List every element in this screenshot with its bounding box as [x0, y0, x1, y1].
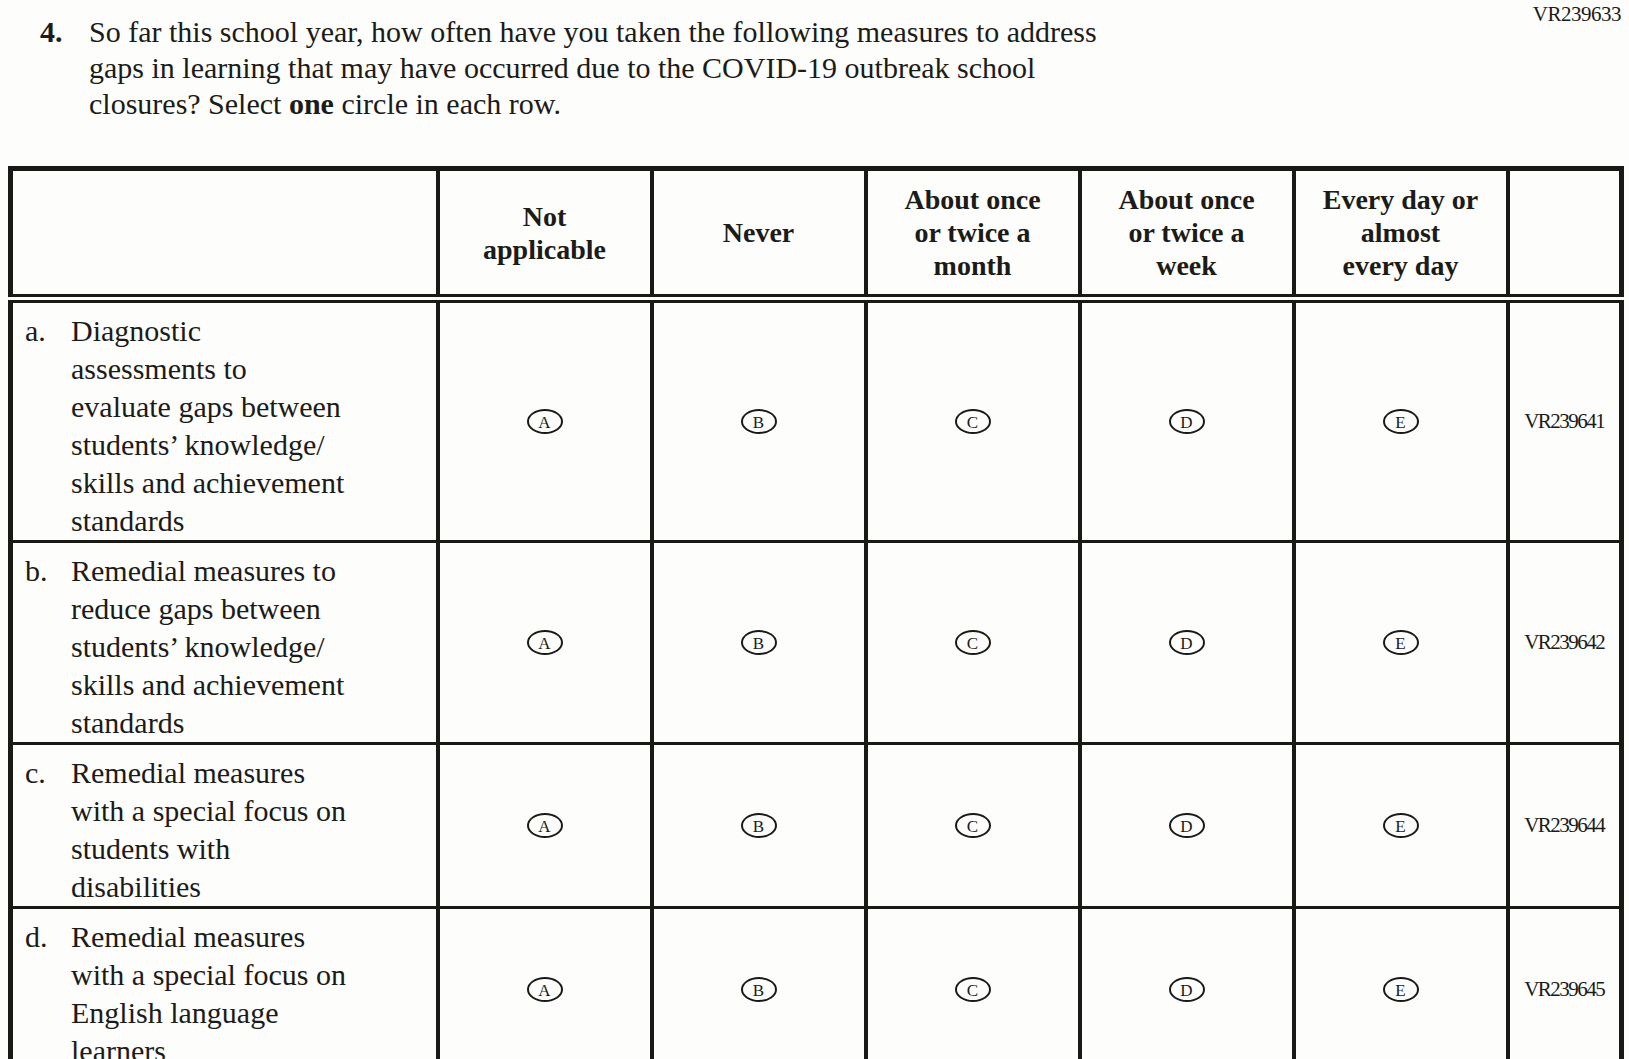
option-cell: C	[866, 299, 1080, 542]
table-row-a: a.Diagnostic assessments to evaluate gap…	[11, 299, 1622, 542]
bubble-letter: C	[967, 981, 978, 999]
bubble-letter: C	[967, 413, 978, 431]
bubble-letter: E	[1395, 981, 1405, 999]
bubble-letter: D	[1180, 981, 1192, 999]
survey-page: VR239633 4. So far this school year, how…	[0, 0, 1629, 1059]
row-text: Remedial measures to reduce gaps between…	[71, 552, 344, 742]
option-cell: B	[652, 299, 866, 542]
bubble-letter: E	[1395, 413, 1405, 431]
bubble-letter: D	[1180, 413, 1192, 431]
option-cell: D	[1080, 744, 1294, 908]
bubble-letter: A	[538, 413, 550, 431]
option-cell: E	[1294, 908, 1508, 1059]
bubble-letter: C	[967, 634, 978, 652]
bubble-letter: B	[753, 413, 764, 431]
bubble-letter: E	[1395, 634, 1405, 652]
bubble-letter: B	[753, 981, 764, 999]
row-letter: d.	[25, 918, 71, 956]
row-code: VR239644	[1508, 744, 1622, 908]
row-stem: a.Diagnostic assessments to evaluate gap…	[11, 299, 438, 542]
option-bubble-b[interactable]: B	[741, 630, 777, 655]
table-row-c: c.Remedial measures with a special focus…	[11, 744, 1622, 908]
option-cell: D	[1080, 299, 1294, 542]
option-cell: E	[1294, 744, 1508, 908]
option-bubble-d[interactable]: D	[1169, 977, 1205, 1002]
question-number: 4.	[40, 14, 89, 50]
option-cell: A	[438, 542, 652, 744]
option-cell: E	[1294, 299, 1508, 542]
question-block: 4. So far this school year, how often ha…	[40, 14, 1097, 122]
header-every-day: Every day or almost every day	[1294, 169, 1508, 299]
option-bubble-e[interactable]: E	[1383, 409, 1419, 434]
option-bubble-c[interactable]: C	[955, 813, 991, 838]
page-form-code: VR239633	[1533, 2, 1621, 27]
option-bubble-c[interactable]: C	[955, 409, 991, 434]
option-cell: D	[1080, 542, 1294, 744]
question-line-1: So far this school year, how often have …	[89, 15, 1097, 48]
option-cell: B	[652, 744, 866, 908]
header-code-cell	[1508, 169, 1622, 299]
bubble-letter: B	[753, 817, 764, 835]
row-code: VR239641	[1508, 299, 1622, 542]
option-bubble-a[interactable]: A	[527, 977, 563, 1002]
option-cell: D	[1080, 908, 1294, 1059]
option-cell: A	[438, 744, 652, 908]
question-line-3: closures? Select	[89, 87, 289, 120]
option-cell: A	[438, 299, 652, 542]
header-once-twice-month: About once or twice a month	[866, 169, 1080, 299]
row-text: Remedial measures with a special focus o…	[71, 918, 346, 1059]
option-bubble-e[interactable]: E	[1383, 813, 1419, 838]
question-line-2: gaps in learning that may have occurred …	[89, 51, 1035, 84]
option-cell: B	[652, 542, 866, 744]
row-letter: c.	[25, 754, 71, 792]
bubble-letter: A	[538, 981, 550, 999]
option-cell: A	[438, 908, 652, 1059]
option-bubble-d[interactable]: D	[1169, 630, 1205, 655]
header-row: Not applicable Never About once or twice…	[11, 169, 1622, 299]
response-grid: Not applicable Never About once or twice…	[8, 166, 1624, 1059]
option-bubble-e[interactable]: E	[1383, 630, 1419, 655]
row-letter: a.	[25, 312, 71, 350]
bubble-letter: B	[753, 634, 764, 652]
option-cell: E	[1294, 542, 1508, 744]
option-bubble-b[interactable]: B	[741, 977, 777, 1002]
option-bubble-a[interactable]: A	[527, 409, 563, 434]
bubble-letter: D	[1180, 817, 1192, 835]
bubble-letter: C	[967, 817, 978, 835]
question-bold-word: one	[289, 87, 334, 120]
header-never: Never	[652, 169, 866, 299]
table-row-d: d.Remedial measures with a special focus…	[11, 908, 1622, 1059]
row-letter: b.	[25, 552, 71, 590]
option-bubble-d[interactable]: D	[1169, 813, 1205, 838]
option-cell: C	[866, 744, 1080, 908]
header-blank-cell	[11, 169, 438, 299]
question-line-3-end: circle in each row.	[334, 87, 561, 120]
row-code: VR239645	[1508, 908, 1622, 1059]
row-code: VR239642	[1508, 542, 1622, 744]
bubble-letter: D	[1180, 634, 1192, 652]
row-text: Remedial measures with a special focus o…	[71, 754, 346, 906]
row-stem: c.Remedial measures with a special focus…	[11, 744, 438, 908]
header-once-twice-week: About once or twice a week	[1080, 169, 1294, 299]
option-bubble-b[interactable]: B	[741, 813, 777, 838]
row-stem: b.Remedial measures to reduce gaps betwe…	[11, 542, 438, 744]
option-bubble-c[interactable]: C	[955, 977, 991, 1002]
option-bubble-e[interactable]: E	[1383, 977, 1419, 1002]
question-text: So far this school year, how often have …	[89, 14, 1097, 122]
option-bubble-a[interactable]: A	[527, 813, 563, 838]
table-row-b: b.Remedial measures to reduce gaps betwe…	[11, 542, 1622, 744]
row-stem: d.Remedial measures with a special focus…	[11, 908, 438, 1059]
bubble-letter: E	[1395, 817, 1405, 835]
option-bubble-a[interactable]: A	[527, 630, 563, 655]
row-text: Diagnostic assessments to evaluate gaps …	[71, 312, 344, 540]
option-cell: C	[866, 908, 1080, 1059]
option-cell: C	[866, 542, 1080, 744]
option-cell: B	[652, 908, 866, 1059]
bubble-letter: A	[538, 817, 550, 835]
header-not-applicable: Not applicable	[438, 169, 652, 299]
option-bubble-b[interactable]: B	[741, 409, 777, 434]
option-bubble-c[interactable]: C	[955, 630, 991, 655]
option-bubble-d[interactable]: D	[1169, 409, 1205, 434]
bubble-letter: A	[538, 634, 550, 652]
